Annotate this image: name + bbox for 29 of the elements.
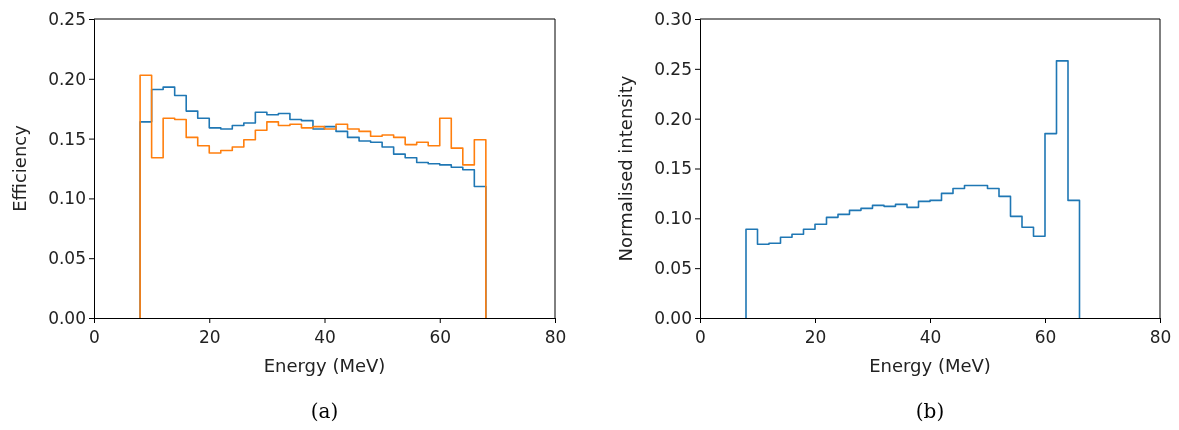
x-tick-label: 20 (198, 327, 221, 347)
y-tick-label: 0.00 (654, 307, 692, 328)
x-tick-label: 60 (1034, 327, 1057, 347)
y-tick-label: 0.15 (48, 128, 86, 149)
y-tick-label: 0.00 (48, 307, 86, 328)
x-tick-label: 20 (804, 327, 827, 347)
y-tick-label: 0.10 (48, 188, 86, 209)
y-tick-label: 0.15 (654, 158, 692, 179)
y-axis-title: Efficiency (9, 124, 30, 212)
x-axis-title: Energy (MeV) (263, 355, 386, 376)
x-tick-label: 40 (314, 327, 336, 347)
x-tick-label: 80 (1149, 327, 1172, 347)
y-tick-label: 0.20 (654, 108, 692, 129)
y-tick-label: 0.25 (654, 58, 692, 79)
x-tick-label: 40 (919, 327, 942, 347)
x-tick-label: 0 (89, 327, 100, 347)
x-tick-label: 0 (695, 327, 706, 347)
y-tick-label: 0.25 (48, 8, 86, 29)
text: (a) (310, 399, 339, 423)
text: (b) (915, 399, 945, 423)
y-axis-title: Normalised intensity (615, 75, 636, 262)
y-tick-label: 0.05 (654, 258, 692, 279)
x-axis-title: Energy (MeV) (869, 355, 991, 376)
x-tick-label: 60 (429, 327, 452, 347)
y-tick-label: 0.20 (48, 68, 86, 89)
y-tick-label: 0.30 (654, 8, 692, 29)
y-tick-label: 0.10 (654, 208, 692, 229)
x-tick-label: 80 (544, 327, 567, 347)
y-tick-label: 0.05 (48, 248, 86, 269)
